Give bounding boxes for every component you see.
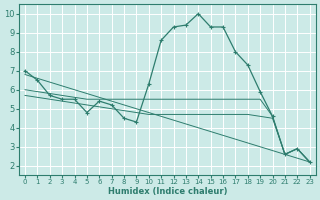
X-axis label: Humidex (Indice chaleur): Humidex (Indice chaleur) — [108, 187, 227, 196]
